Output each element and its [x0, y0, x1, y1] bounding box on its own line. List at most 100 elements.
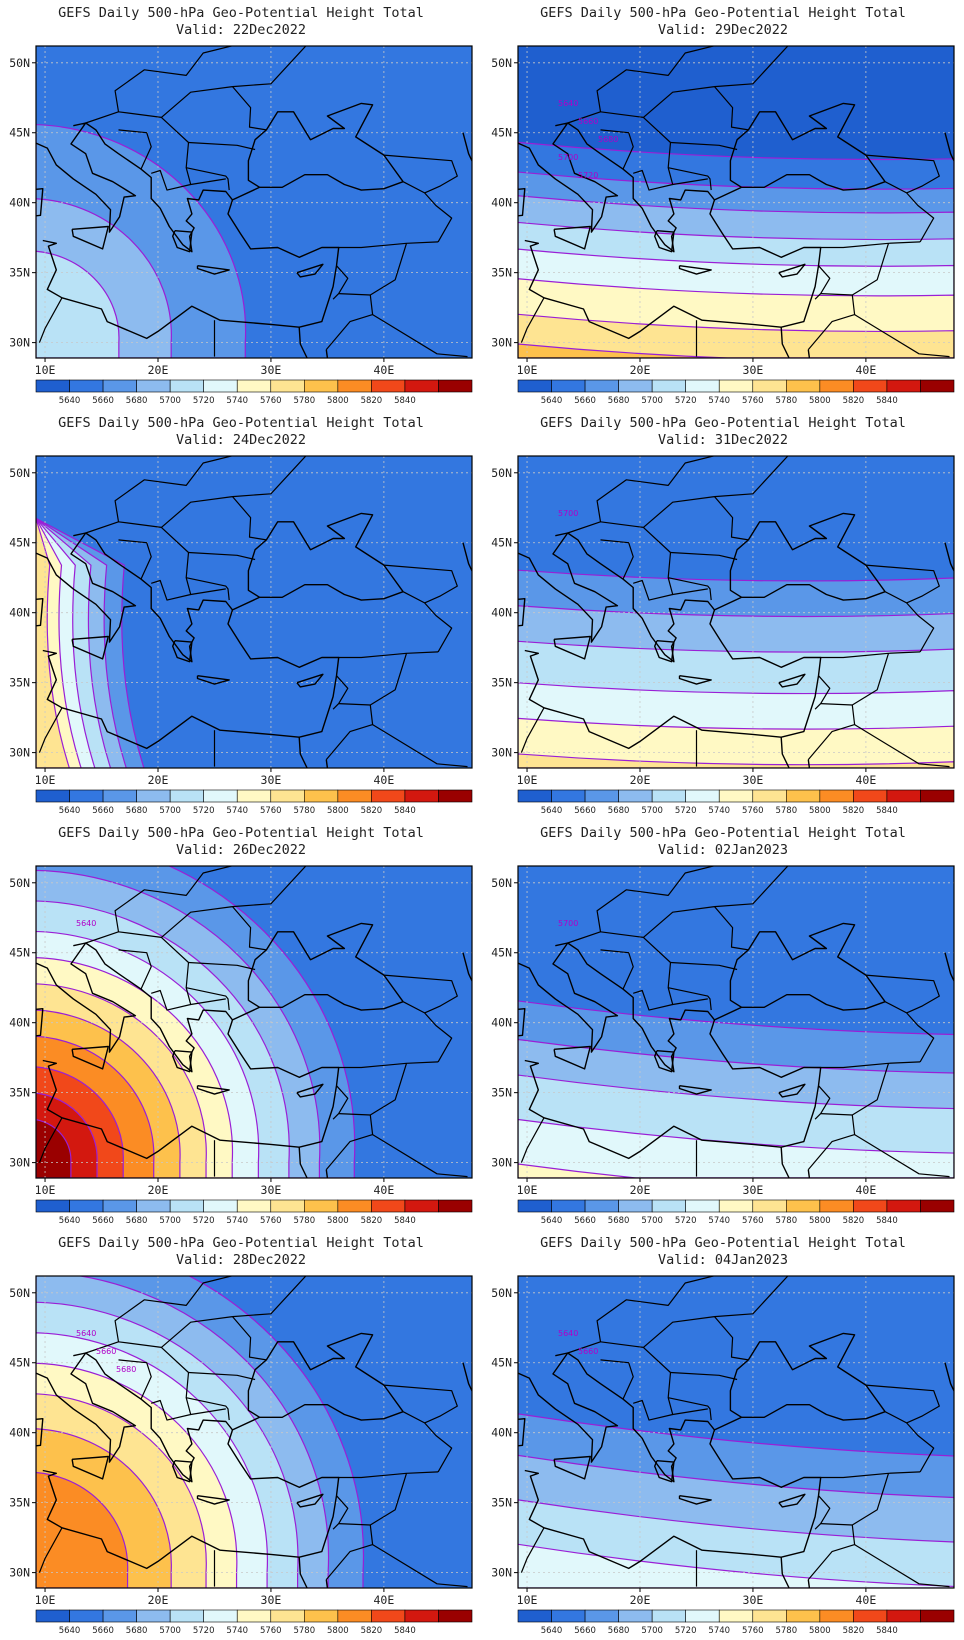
- country-border: [383, 154, 458, 194]
- plot-frame: [517, 455, 955, 769]
- height-map: 5700 50N 45N 40N 35N 30N 10E 20E 30E 40E 5640 5660 5…: [491, 455, 955, 816]
- colorbar-label: 5840: [876, 806, 898, 816]
- colorbar-label: 5800: [809, 1626, 831, 1636]
- country-border: [520, 1117, 545, 1163]
- country-border: [325, 294, 374, 350]
- country-border: [820, 241, 921, 249]
- colorbar-swatch: [337, 789, 372, 803]
- height-map: 50N 45N 40N 35N 30N 10E 20E 30E 40E 5640 5660 5680 5…: [9, 45, 473, 406]
- colorbar-label: 5760: [260, 1626, 282, 1636]
- colorbar-swatch: [752, 379, 787, 393]
- colorbar-label: 5820: [361, 1626, 383, 1636]
- lat-tick-label: 30N: [491, 746, 512, 760]
- country-border: [402, 181, 453, 243]
- contour-label: 5700: [558, 153, 578, 162]
- colorbar-label: 5700: [641, 396, 663, 406]
- colorbar-label: 5840: [394, 806, 416, 816]
- country-border: [884, 1411, 935, 1473]
- height-band: [518, 1118, 954, 1178]
- colorbar-swatch: [337, 1609, 372, 1623]
- country-border: [668, 577, 712, 601]
- coastline: [654, 230, 675, 253]
- lon-tick-label: 10E: [517, 1183, 538, 1197]
- lat-tick-label: 35N: [491, 266, 512, 280]
- colorbar-swatch: [685, 1609, 720, 1623]
- coastline: [678, 1495, 712, 1505]
- colorbar-swatch: [203, 1609, 238, 1623]
- colorbar-swatch: [517, 1199, 552, 1213]
- coastline: [36, 942, 137, 1053]
- colorbar-label: 5820: [361, 806, 383, 816]
- colorbar-swatch: [69, 1609, 104, 1623]
- lon-tick-label: 40E: [374, 1183, 395, 1197]
- colorbar-swatch: [304, 379, 339, 393]
- colorbar-swatch: [136, 379, 171, 393]
- country-border: [600, 539, 634, 580]
- colorbar-swatch: [886, 1199, 921, 1213]
- colorbar-label: 5740: [226, 1216, 248, 1226]
- colorbar-label: 5720: [675, 396, 697, 406]
- coastline: [807, 1169, 811, 1178]
- plot-frame: [517, 1275, 955, 1589]
- panel-valid-date: Valid: 28Dec2022: [175, 1252, 307, 1268]
- colorbar-swatch: [404, 789, 439, 803]
- colorbar-label: 5680: [608, 806, 630, 816]
- coastline: [42, 1429, 340, 1570]
- colorbar-label: 5720: [193, 806, 215, 816]
- lon-tick-label: 20E: [630, 1183, 651, 1197]
- coastline: [36, 122, 137, 233]
- coastline: [567, 922, 886, 1073]
- colorbar-label: 5740: [708, 396, 730, 406]
- lat-tick-label: 40N: [491, 1016, 512, 1030]
- lon-tick-label: 30E: [743, 773, 764, 787]
- colorbar-label: 5660: [574, 1216, 596, 1226]
- country-border: [884, 181, 935, 243]
- coastline: [518, 942, 619, 1053]
- height-band: [518, 313, 954, 358]
- colorbar-swatch: [651, 789, 686, 803]
- coastline: [298, 1147, 308, 1178]
- coastline: [553, 1045, 591, 1070]
- colorbar-label: 5720: [675, 1626, 697, 1636]
- colorbar-label: 5640: [59, 1216, 81, 1226]
- country-border: [372, 724, 468, 768]
- coastline: [71, 635, 109, 660]
- colorbar-swatch: [853, 379, 888, 393]
- coastline: [196, 675, 230, 685]
- country-border: [668, 987, 712, 1011]
- lon-tick-label: 10E: [35, 363, 56, 377]
- lat-tick-label: 30N: [9, 1156, 30, 1170]
- coastline: [36, 532, 137, 643]
- contour-label: 5700: [558, 919, 578, 928]
- coastline: [462, 542, 472, 573]
- coastline: [325, 1579, 329, 1588]
- country-border: [338, 651, 439, 659]
- colorbar-label: 5760: [260, 806, 282, 816]
- country-border: [118, 539, 152, 580]
- country-border: [190, 178, 226, 186]
- coastline: [807, 1579, 811, 1588]
- lon-tick-label: 40E: [374, 363, 395, 377]
- colorbar-swatch: [618, 789, 653, 803]
- coastline: [807, 759, 811, 768]
- colorbar-swatch: [618, 1609, 653, 1623]
- coastline: [296, 1493, 324, 1508]
- colorbar-swatch: [35, 1199, 70, 1213]
- colorbar-label: 5640: [541, 396, 563, 406]
- colorbar-swatch: [304, 1199, 339, 1213]
- colorbar-swatch: [920, 1609, 955, 1623]
- country-border: [332, 675, 349, 710]
- colorbar-swatch: [584, 379, 619, 393]
- country-border: [865, 154, 940, 194]
- country-border: [508, 1476, 516, 1545]
- colorbar-swatch: [920, 789, 955, 803]
- map-panel: GEFS Daily 500-hPa Geo-Potential Height …: [0, 410, 482, 820]
- colorbar-swatch: [371, 789, 406, 803]
- colorbar-swatch: [920, 379, 955, 393]
- colorbar-swatch: [886, 379, 921, 393]
- colorbar-label: 5640: [59, 806, 81, 816]
- country-border: [814, 675, 831, 710]
- lat-tick-label: 50N: [491, 56, 512, 70]
- colorbar-label: 5660: [92, 806, 114, 816]
- country-border: [814, 1085, 831, 1120]
